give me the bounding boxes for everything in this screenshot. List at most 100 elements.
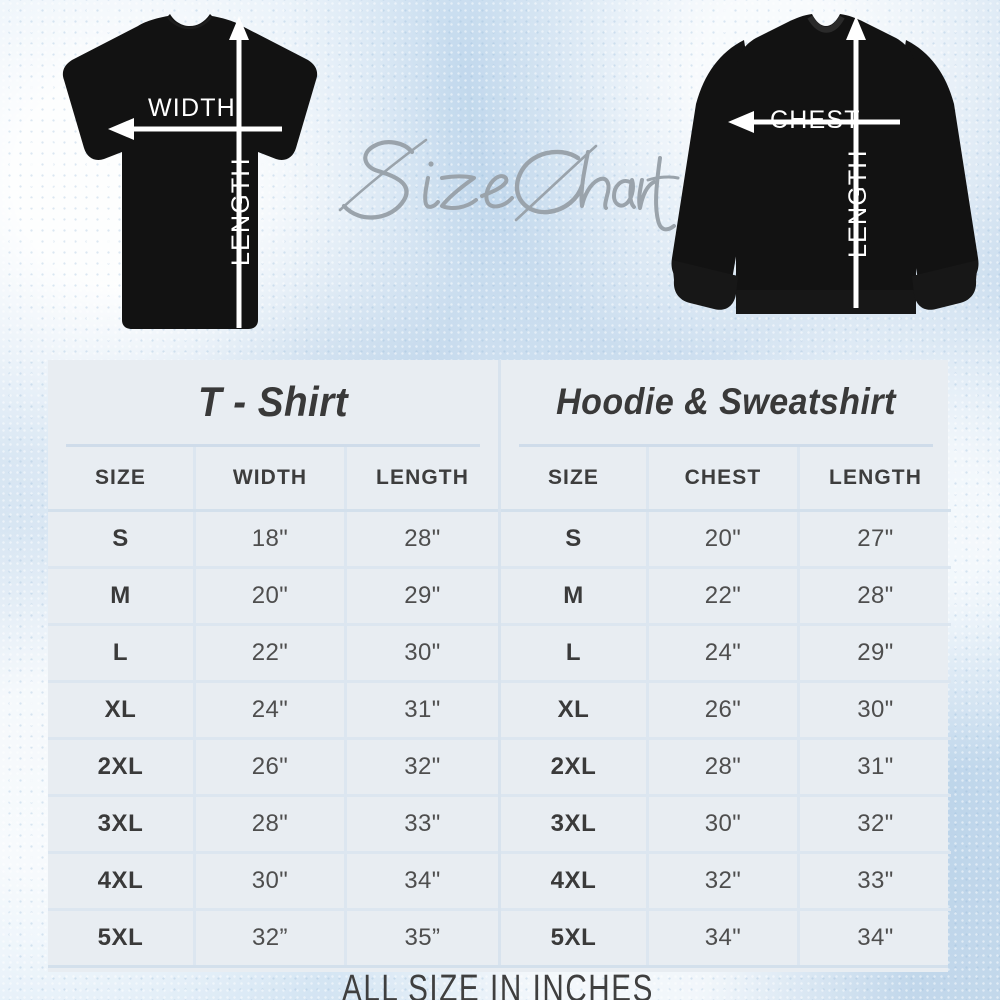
tshirt-width-4xl: 30": [196, 854, 347, 908]
hoodie-length-5xl: 34": [857, 924, 894, 951]
size-table-panel: T - Shirt SIZE WIDTH LENGTH S 18" 28" M …: [48, 360, 951, 1000]
tshirt-illustration: WIDTH LENGTH: [20, 8, 360, 353]
hoodie-chest-l: 24": [649, 626, 800, 680]
hoodie-size-5xl: 5XL: [501, 911, 649, 965]
hoodie-length-measure: [846, 16, 866, 308]
hoodie-svg: [671, 14, 979, 314]
tshirt-length-2xl: 32": [404, 753, 441, 780]
tshirt-length-s: 28": [404, 525, 441, 552]
hoodie-chest-5xl: 34": [649, 911, 800, 965]
hoodie-col-header-size: SIZE: [501, 447, 649, 509]
hoodie-size-xl: XL: [501, 683, 649, 737]
tshirt-width-m: 20": [196, 569, 347, 623]
tshirt-length-label: LENGTH: [227, 157, 255, 266]
hoodie-length-xl: 30": [857, 696, 894, 723]
hoodie-size-2xl: 2XL: [501, 740, 649, 794]
hoodie-body-shape: [736, 14, 916, 290]
table-row: S 20" 27": [501, 512, 951, 569]
table-footer: ALL SIZE IN INCHES: [48, 965, 948, 1000]
table-row: S 18" 28": [48, 512, 498, 569]
table-row: 2XL 26" 32": [48, 740, 498, 797]
tshirt-col-header-length: LENGTH: [376, 466, 469, 489]
tshirt-collar: [167, 16, 212, 30]
tshirt-size-4xl: 4XL: [48, 854, 196, 908]
tshirt-width-xl: 24": [196, 683, 347, 737]
tshirt-width-3xl: 28": [196, 797, 347, 851]
table-row: 3XL 28" 33": [48, 797, 498, 854]
tshirt-svg: [62, 14, 318, 329]
hoodie-left-cuff: [672, 260, 738, 310]
hoodie-col-header-chest: CHEST: [649, 447, 800, 509]
hoodie-collar: [807, 15, 845, 33]
hoodie-length-2xl: 31": [857, 753, 894, 780]
all-size-in-inches-note: ALL SIZE IN INCHES: [342, 968, 654, 1000]
hoodie-size-l: L: [501, 626, 649, 680]
tshirt-width-5xl: 32”: [196, 911, 347, 965]
tshirt-size-3xl: 3XL: [48, 797, 196, 851]
tshirt-width-s: 18": [196, 512, 347, 566]
hoodie-chest-4xl: 32": [649, 854, 800, 908]
tshirt-size-5xl: 5XL: [48, 911, 196, 965]
hoodie-length-l: 29": [857, 639, 894, 666]
table-row: 5XL 34" 34": [501, 911, 951, 965]
hoodie-length-label: LENGTH: [844, 149, 872, 258]
hoodie-table-title: Hoodie & Sweatshirt: [519, 360, 933, 447]
tshirt-length-m: 29": [404, 582, 441, 609]
table-row: M 22" 28": [501, 569, 951, 626]
tshirt-size-2xl: 2XL: [48, 740, 196, 794]
tshirt-width-measure: [108, 118, 282, 140]
tshirt-table-title: T - Shirt: [66, 360, 480, 447]
tshirt-size-table: T - Shirt SIZE WIDTH LENGTH S 18" 28" M …: [48, 360, 501, 965]
hoodie-chest-measure: [728, 111, 900, 133]
hoodie-header-row: SIZE CHEST LENGTH: [501, 447, 951, 512]
hoodie-length-m: 28": [857, 582, 894, 609]
tshirt-length-xl: 31": [404, 696, 441, 723]
tables-row: T - Shirt SIZE WIDTH LENGTH S 18" 28" M …: [48, 360, 951, 965]
table-row: 3XL 30" 32": [501, 797, 951, 854]
hoodie-size-3xl: 3XL: [501, 797, 649, 851]
table-row: L 22" 30": [48, 626, 498, 683]
hoodie-length-4xl: 33": [857, 867, 894, 894]
table-row: 4XL 30" 34": [48, 854, 498, 911]
tshirt-col-header-size: SIZE: [48, 447, 196, 509]
tshirt-length-l: 30": [404, 639, 441, 666]
table-row: XL 24" 31": [48, 683, 498, 740]
hoodie-hem-rib: [736, 290, 916, 314]
hoodie-length-3xl: 32": [857, 810, 894, 837]
hoodie-chest-m: 22": [649, 569, 800, 623]
hoodie-right-cuff: [912, 260, 978, 310]
hoodie-illustration: CHEST LENGTH: [660, 8, 990, 353]
hoodie-chest-2xl: 28": [649, 740, 800, 794]
tshirt-header-row: SIZE WIDTH LENGTH: [48, 447, 498, 512]
tshirt-width-2xl: 26": [196, 740, 347, 794]
hoodie-size-m: M: [501, 569, 649, 623]
tshirt-size-l: L: [48, 626, 196, 680]
hoodie-chest-label: CHEST: [770, 106, 861, 134]
hoodie-chest-xl: 26": [649, 683, 800, 737]
tshirt-body-shape: [62, 14, 318, 329]
table-row: 4XL 32" 33": [501, 854, 951, 911]
hoodie-col-header-length: LENGTH: [829, 466, 922, 489]
table-row: 2XL 28" 31": [501, 740, 951, 797]
hoodie-size-4xl: 4XL: [501, 854, 649, 908]
hoodie-chest-s: 20": [649, 512, 800, 566]
tshirt-length-4xl: 34": [404, 867, 441, 894]
tshirt-col-header-width: WIDTH: [196, 447, 347, 509]
tshirt-size-m: M: [48, 569, 196, 623]
tshirt-length-5xl: 35”: [404, 924, 441, 951]
hoodie-size-table: Hoodie & Sweatshirt SIZE CHEST LENGTH S …: [501, 360, 951, 965]
tshirt-length-3xl: 33": [404, 810, 441, 837]
table-row: M 20" 29": [48, 569, 498, 626]
tshirt-size-xl: XL: [48, 683, 196, 737]
hoodie-size-s: S: [501, 512, 649, 566]
tshirt-size-s: S: [48, 512, 196, 566]
table-row: XL 26" 30": [501, 683, 951, 740]
hoodie-length-s: 27": [857, 525, 894, 552]
table-row: L 24" 29": [501, 626, 951, 683]
hoodie-chest-3xl: 30": [649, 797, 800, 851]
tshirt-width-label: WIDTH: [148, 94, 236, 122]
table-row: 5XL 32” 35”: [48, 911, 498, 965]
tshirt-width-l: 22": [196, 626, 347, 680]
tshirt-length-measure: [229, 16, 249, 328]
